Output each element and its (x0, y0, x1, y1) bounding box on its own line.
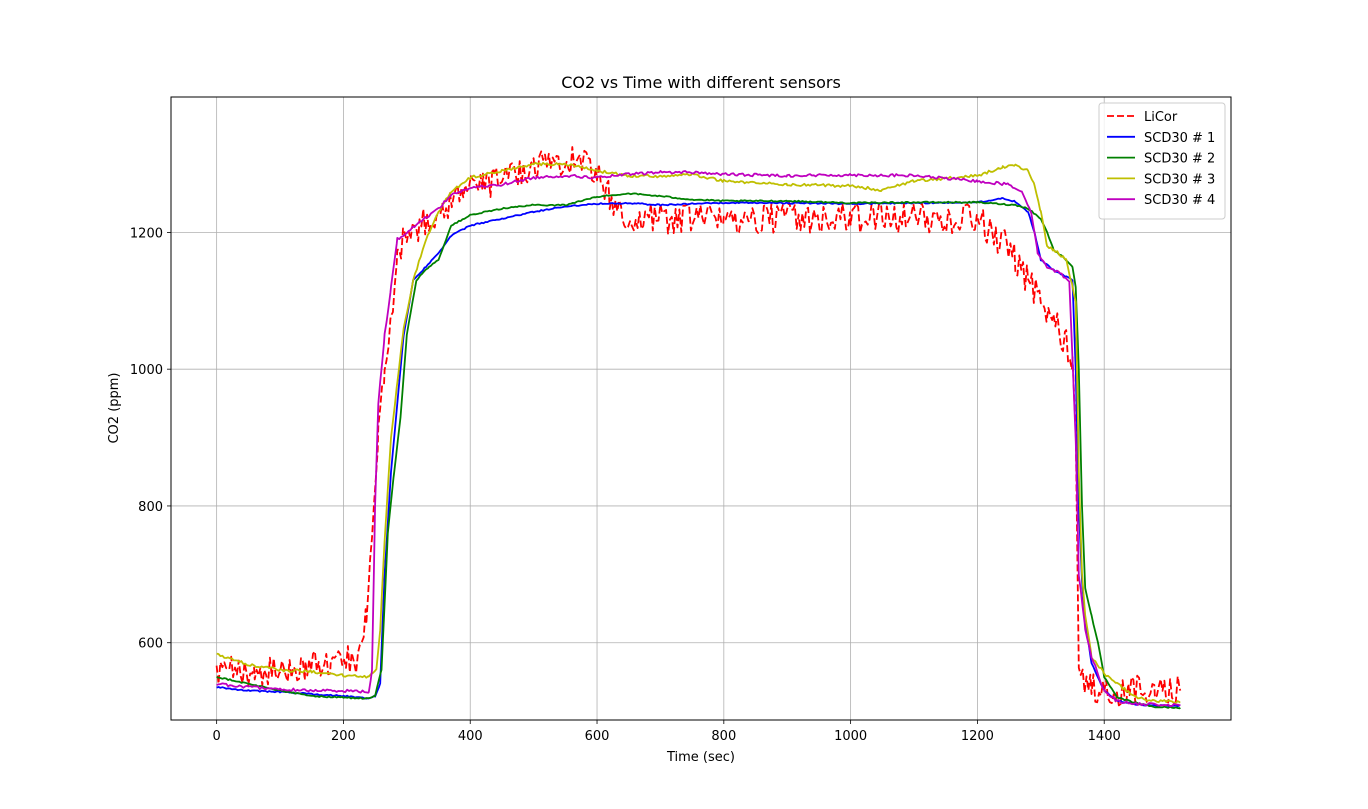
series-line-5 (216, 170, 1181, 708)
x-tick-label: 200 (331, 729, 356, 744)
x-tick-label: 1200 (961, 729, 994, 744)
x-tick-label: 0 (213, 729, 221, 744)
legend-label: SCD30 # 4 (1144, 193, 1215, 208)
x-tick-label: 800 (711, 729, 736, 744)
x-tick-label: 400 (458, 729, 483, 744)
x-tick-label: 600 (585, 729, 610, 744)
y-tick-label: 800 (138, 500, 163, 515)
y-axis-label: CO2 (ppm) (107, 372, 122, 443)
series-line-3 (216, 192, 1181, 710)
legend-label: SCD30 # 1 (1144, 131, 1215, 146)
legend-label: SCD30 # 3 (1144, 172, 1215, 187)
x-tick-label: 1000 (834, 729, 867, 744)
y-tick-label: 1000 (130, 363, 163, 378)
series-line-4 (216, 161, 1181, 704)
legend: LiCor SCD30 # 1 SCD30 # 2 SCD30 # 3 SCD30 # … (1098, 102, 1226, 220)
y-tick-label: 600 (138, 637, 163, 652)
x-axis-label: Time (sec) (666, 750, 735, 765)
y-axis-ticks: 600 800 1000 1200 (130, 226, 171, 652)
x-tick-label: 1400 (1088, 729, 1121, 744)
series-line-2 (216, 197, 1181, 708)
legend-box (1098, 102, 1226, 220)
x-axis-ticks: 0 200 400 600 800 1000 1200 1400 (213, 720, 1121, 744)
y-tick-label: 1200 (130, 226, 163, 241)
chart-title: CO2 vs Time with different sensors (561, 73, 841, 92)
legend-label: SCD30 # 2 (1144, 152, 1215, 167)
series-lines (215, 146, 1182, 710)
plot-frame (170, 96, 1232, 721)
legend-label: LiCor (1144, 110, 1178, 125)
